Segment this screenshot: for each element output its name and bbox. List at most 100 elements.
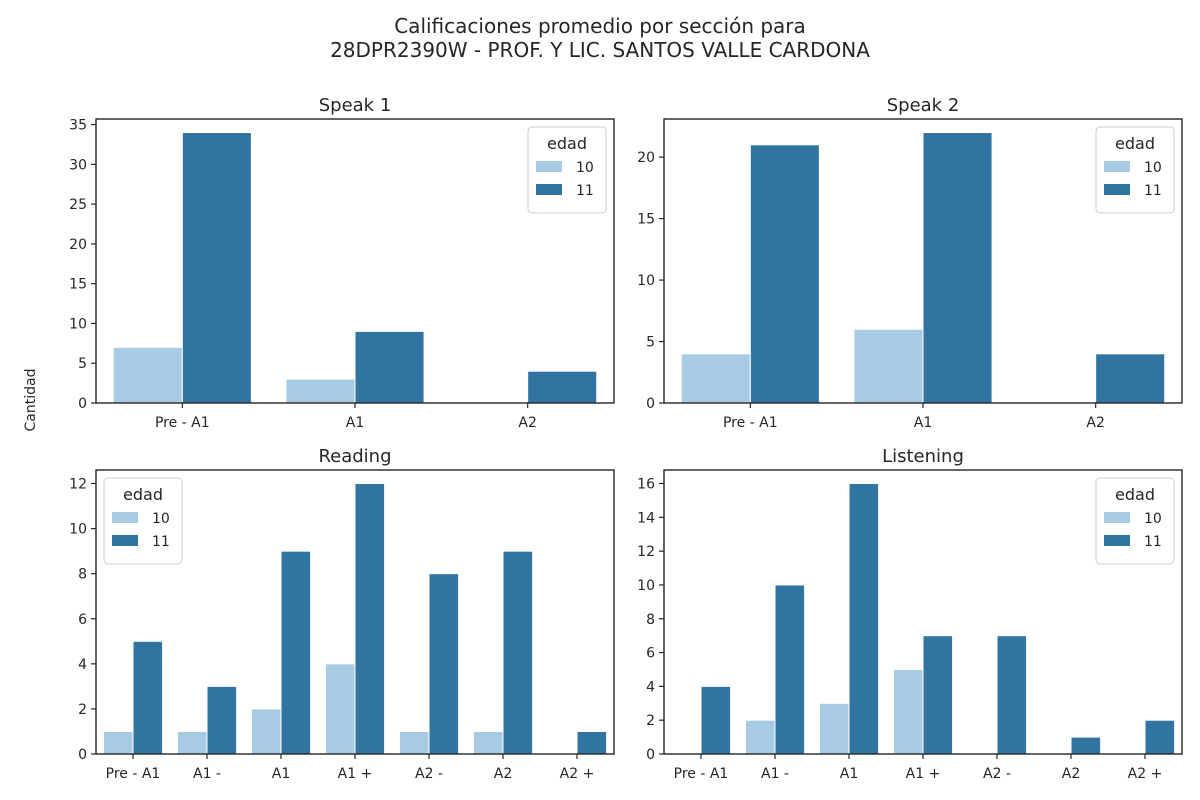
bar-a2-edad-11	[428, 573, 460, 755]
y-tick-label: 0	[78, 396, 87, 412]
y-tick-label: 2	[78, 702, 87, 718]
bar-a1-edad-10	[744, 719, 776, 755]
y-tick-label: 14	[637, 510, 655, 526]
y-tick-label: 8	[78, 567, 87, 583]
bar-a1-edad-11	[848, 483, 880, 755]
legend-swatch-edad-10	[1104, 512, 1130, 523]
bar-a2-edad-11	[1070, 736, 1102, 755]
bar-pre-a1-edad-11	[700, 685, 732, 755]
bar-pre-a1-edad-11	[749, 144, 820, 404]
y-tick-label: 6	[78, 612, 87, 628]
chart-title: Reading	[318, 446, 391, 467]
bar-a1-edad-10	[324, 663, 356, 755]
legend-label-edad-10: 10	[576, 160, 594, 176]
bar-a1-edad-11	[354, 330, 425, 404]
legend-swatch-edad-10	[1104, 161, 1130, 172]
legend-title: edad	[547, 134, 587, 153]
y-tick-label: 10	[69, 522, 87, 538]
y-tick-label: 5	[78, 356, 87, 372]
bar-a1-edad-10	[250, 708, 282, 755]
y-tick-label: 12	[637, 544, 655, 560]
y-tick-label: 20	[637, 150, 655, 166]
legend-swatch-edad-10	[536, 161, 562, 172]
y-tick-label: 25	[69, 197, 87, 213]
legend-swatch-edad-11	[536, 184, 562, 195]
legend-label-edad-10: 10	[1144, 160, 1162, 176]
y-tick-label: 12	[69, 477, 87, 493]
bar-a1-edad-11	[922, 635, 954, 755]
y-tick-label: 0	[646, 396, 655, 412]
y-tick-label: 15	[69, 277, 87, 293]
legend-swatch-edad-11	[1104, 535, 1130, 546]
x-tick-label: A2 -	[983, 766, 1011, 782]
legend-swatch-edad-11	[1104, 184, 1130, 195]
bar-a1-edad-10	[853, 328, 924, 404]
bar-a1-edad-11	[206, 685, 238, 755]
legend-title: edad	[1115, 134, 1155, 153]
axes-frame	[663, 469, 1183, 755]
chart-title: Speak 1	[319, 95, 392, 116]
x-tick-label: A1 +	[906, 766, 941, 782]
y-tick-label: 8	[646, 612, 655, 628]
chart-title: Listening	[882, 446, 964, 467]
figure-title-line-1: Calificaciones promedio por sección para	[394, 14, 806, 38]
legend-label-edad-11: 11	[576, 183, 594, 199]
x-tick-label: A1 +	[338, 766, 373, 782]
y-tick-label: 4	[78, 657, 87, 673]
bar-a2-edad-11	[996, 635, 1028, 755]
legend-swatch-edad-11	[112, 535, 138, 546]
x-tick-label: A1	[914, 415, 932, 431]
x-tick-label: A1	[272, 766, 290, 782]
bar-a1-edad-10	[818, 702, 850, 755]
x-tick-label: Pre - A1	[106, 766, 161, 782]
y-tick-label: 5	[646, 335, 655, 351]
y-tick-label: 10	[637, 273, 655, 289]
x-tick-label: Pre - A1	[723, 415, 778, 431]
y-tick-label: 0	[78, 747, 87, 763]
legend-swatch-edad-10	[112, 512, 138, 523]
bar-pre-a1-edad-10	[680, 353, 751, 404]
x-tick-label: A1	[840, 766, 858, 782]
y-tick-label: 35	[69, 118, 87, 134]
bar-pre-a1-edad-11	[132, 640, 164, 755]
y-tick-label: 15	[637, 212, 655, 228]
x-tick-label: A2	[1062, 766, 1080, 782]
axes-frame	[95, 469, 615, 755]
legend-title: edad	[123, 485, 163, 504]
bar-a2-edad-11	[1095, 353, 1166, 404]
axes-frame	[663, 118, 1183, 404]
legend-label-edad-11: 11	[1144, 534, 1162, 550]
bar-a2-edad-11	[502, 550, 534, 755]
chart-title: Speak 2	[887, 95, 960, 116]
bar-a2-edad-11	[527, 370, 598, 404]
x-tick-label: A2 -	[415, 766, 443, 782]
y-tick-label: 6	[646, 646, 655, 662]
y-tick-label: 4	[646, 679, 655, 695]
x-tick-label: A2	[494, 766, 512, 782]
y-tick-label: 30	[69, 157, 87, 173]
bar-a2-edad-11	[1144, 719, 1176, 755]
y-tick-label: 0	[646, 747, 655, 763]
x-tick-label: A2	[1086, 415, 1104, 431]
y-tick-label: 10	[637, 578, 655, 594]
bar-a1-edad-10	[892, 668, 924, 755]
y-tick-label: 16	[637, 477, 655, 493]
x-tick-label: A1 -	[761, 766, 789, 782]
legend-label-edad-11: 11	[152, 534, 170, 550]
x-tick-label: A2	[518, 415, 536, 431]
legend-label-edad-10: 10	[152, 511, 170, 527]
x-tick-label: A2 +	[560, 766, 595, 782]
legend-title: edad	[1115, 485, 1155, 504]
x-tick-label: A2 +	[1128, 766, 1163, 782]
y-tick-label: 20	[69, 237, 87, 253]
y-tick-label: 10	[69, 316, 87, 332]
legend-label-edad-10: 10	[1144, 511, 1162, 527]
figure-title-line-2: 28DPR2390W - PROF. Y LIC. SANTOS VALLE C…	[330, 38, 870, 62]
x-tick-label: Pre - A1	[674, 766, 729, 782]
x-tick-label: A1 -	[193, 766, 221, 782]
